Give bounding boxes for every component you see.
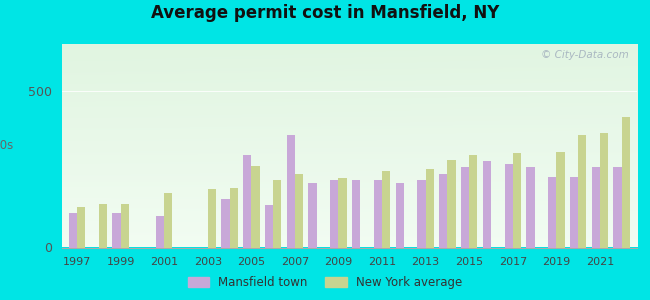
Bar [99, 204, 107, 248]
Bar [578, 134, 586, 248]
Bar [426, 169, 434, 248]
Bar [77, 207, 85, 248]
Bar [330, 180, 339, 248]
Bar [295, 174, 303, 248]
Bar [287, 134, 295, 248]
Bar [156, 216, 164, 248]
Bar [447, 160, 456, 248]
Bar [622, 117, 630, 248]
Bar [548, 177, 556, 248]
Bar [308, 183, 317, 247]
Legend: Mansfield town, New York average: Mansfield town, New York average [183, 272, 467, 294]
Bar [273, 180, 281, 248]
Bar [229, 188, 238, 248]
Bar [164, 193, 172, 247]
Bar [592, 167, 600, 247]
Bar [374, 180, 382, 248]
Bar [483, 161, 491, 248]
Bar [461, 167, 469, 247]
Bar [504, 164, 513, 248]
Bar [112, 213, 121, 248]
Bar [243, 155, 252, 248]
Bar [352, 180, 360, 248]
Bar [417, 180, 426, 248]
Bar [439, 174, 447, 248]
Bar [69, 213, 77, 248]
Bar [469, 155, 478, 248]
Y-axis label: $1000s: $1000s [0, 139, 14, 152]
Bar [513, 153, 521, 248]
Bar [208, 189, 216, 248]
Bar [614, 167, 622, 247]
Bar [570, 177, 578, 248]
Text: Average permit cost in Mansfield, NY: Average permit cost in Mansfield, NY [151, 4, 499, 22]
Bar [396, 183, 404, 247]
Bar [252, 166, 259, 247]
Bar [526, 167, 534, 247]
Bar [556, 152, 565, 248]
Bar [265, 205, 273, 248]
Bar [339, 178, 346, 248]
Bar [221, 199, 229, 248]
Bar [600, 133, 608, 248]
Bar [382, 171, 391, 248]
Bar [121, 204, 129, 248]
Text: © City-Data.com: © City-Data.com [541, 50, 629, 60]
